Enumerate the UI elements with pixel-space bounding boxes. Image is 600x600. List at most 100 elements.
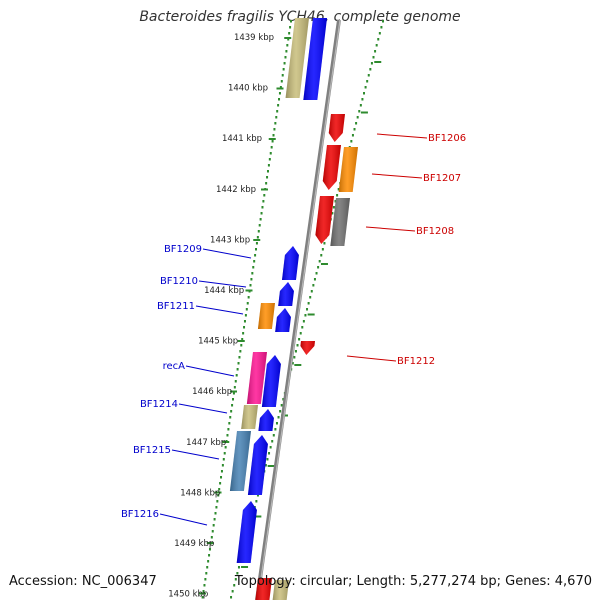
track-dot — [301, 326, 304, 329]
track-dot — [204, 578, 207, 581]
scale-label: 1445 kbp — [198, 337, 238, 347]
label-leader-line — [371, 173, 423, 179]
gene-label-right: BF1206 — [428, 133, 466, 144]
track-dot — [242, 332, 245, 335]
track-dot — [238, 356, 241, 359]
track-dot — [273, 128, 276, 131]
gene-red-shade — [300, 341, 315, 355]
track-dot — [294, 350, 297, 353]
track-dot — [231, 398, 234, 401]
track-dot — [279, 86, 282, 89]
gene-khaki-top-shade — [285, 18, 309, 98]
track-dot — [367, 74, 370, 77]
track-dot — [266, 170, 269, 173]
track-dot — [370, 62, 373, 65]
track-dot — [269, 446, 272, 449]
track-dot — [277, 416, 280, 419]
track-dot — [201, 596, 204, 599]
track-dot — [268, 452, 271, 455]
label-leader-line — [365, 226, 416, 232]
track-tick — [276, 87, 284, 90]
track-dot — [355, 122, 358, 125]
gene-label-left: BF1214 — [140, 399, 178, 410]
track-dot — [358, 110, 361, 113]
track-dot — [220, 470, 223, 473]
track-dot — [220, 476, 223, 479]
track-dot — [233, 386, 236, 389]
track-dot — [247, 296, 250, 299]
track-dot — [275, 422, 278, 425]
track-dot — [334, 200, 337, 203]
track-dot — [380, 26, 383, 29]
track-dot — [268, 158, 271, 161]
backbone-highlight — [257, 19, 341, 600]
track-dot — [332, 206, 335, 209]
gene-label-right: BF1212 — [397, 356, 435, 367]
track-dot — [234, 380, 237, 383]
track-dot — [364, 86, 367, 89]
gene-red-shade — [322, 145, 341, 190]
track-dot — [276, 110, 279, 113]
track-dot — [212, 524, 215, 527]
track-dot — [206, 566, 209, 569]
track-tick — [253, 239, 261, 241]
track-dot — [279, 410, 282, 413]
gene-blue-shade — [261, 355, 281, 407]
track-tick — [245, 289, 253, 292]
track-dot — [351, 134, 354, 137]
track-dot — [241, 338, 244, 341]
scale-label: 1443 kbp — [210, 235, 250, 245]
track-dot — [272, 134, 275, 137]
track-dot — [280, 404, 283, 407]
track-tick — [241, 566, 249, 568]
track-dot — [229, 416, 232, 419]
track-dot — [211, 530, 214, 533]
gene-blue-shade — [278, 282, 294, 306]
track-tick — [254, 515, 262, 518]
scale-label: 1450 kbp — [168, 590, 208, 600]
track-dot — [253, 260, 256, 263]
track-tick — [214, 491, 222, 494]
track-dot — [231, 404, 234, 407]
track-dot — [274, 428, 277, 431]
gene-label-right: BF1207 — [423, 173, 461, 184]
track-dot — [375, 44, 378, 47]
track-tick — [320, 263, 328, 265]
track-dot — [290, 20, 292, 23]
gene-khaki-shade — [241, 405, 258, 429]
label-leader-line — [376, 133, 428, 139]
track-dot — [356, 116, 359, 119]
track-dot — [207, 560, 210, 563]
track-dot — [215, 506, 218, 509]
track-tick — [284, 37, 292, 39]
track-dot — [227, 428, 230, 431]
gene-label-left: BF1215 — [133, 445, 171, 456]
scale-label: 1448 kbp — [180, 488, 220, 498]
track-dot — [239, 350, 242, 353]
gene-label-left: recA — [163, 361, 186, 372]
track-dot — [312, 284, 315, 287]
track-dot — [350, 140, 353, 143]
track-dot — [234, 578, 237, 581]
track-dot — [278, 92, 281, 95]
gene-label-left: BF1211 — [157, 301, 195, 312]
track-tick — [307, 313, 315, 316]
label-leader-line — [178, 403, 228, 414]
track-tick — [237, 340, 245, 342]
track-dot — [271, 140, 274, 143]
track-dot — [293, 356, 296, 359]
track-tick — [229, 390, 237, 393]
track-tick — [267, 465, 275, 467]
track-dot — [288, 32, 291, 35]
track-dot — [271, 440, 274, 443]
track-dot — [291, 362, 294, 365]
track-dot — [309, 296, 312, 299]
track-dot — [222, 458, 225, 461]
track-dot — [230, 596, 233, 599]
track-dot — [226, 434, 229, 437]
track-dot — [372, 56, 375, 59]
track-dot — [214, 512, 217, 515]
track-dot — [255, 248, 258, 251]
track-dot — [260, 212, 263, 215]
track-dot — [331, 212, 334, 215]
